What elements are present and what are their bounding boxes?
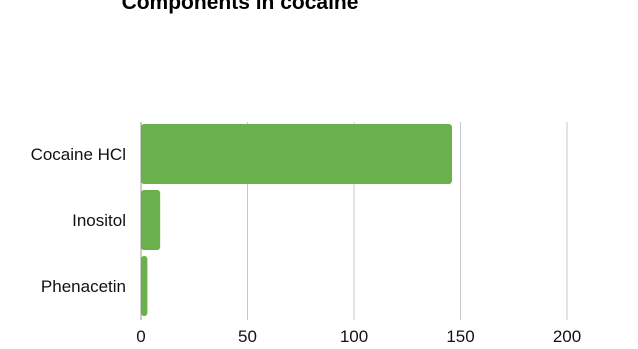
- x-tick-label: 50: [238, 327, 257, 346]
- category-label: Phenacetin: [41, 277, 126, 296]
- x-tick-label: 150: [446, 327, 474, 346]
- category-labels: Cocaine HCl Inositol Phenacetin: [31, 145, 126, 296]
- bar: [141, 124, 452, 184]
- bars: [141, 124, 452, 316]
- bar: [141, 190, 161, 250]
- x-tick-label: 0: [136, 327, 145, 346]
- x-tick-label: 100: [340, 327, 368, 346]
- category-label: Inositol: [72, 211, 126, 230]
- chart-title: Components in cocaine: [121, 0, 359, 14]
- x-tick-label: 200: [553, 327, 581, 346]
- bar: [141, 256, 148, 316]
- x-tick-labels: 0 50 100 150 200: [136, 327, 581, 346]
- category-label: Cocaine HCl: [31, 145, 126, 164]
